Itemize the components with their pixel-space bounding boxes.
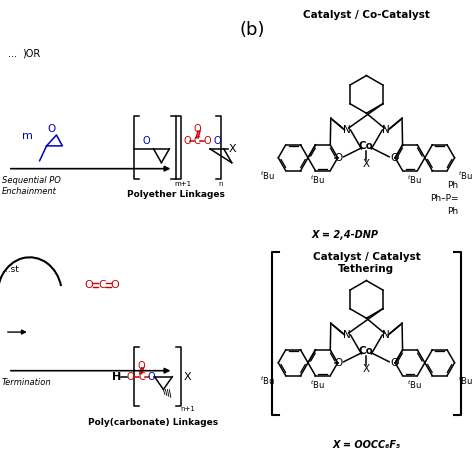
Text: O: O [110,280,119,290]
Text: X = OOCC₆F₅: X = OOCC₆F₅ [332,440,401,450]
Text: N: N [383,125,390,135]
Text: O: O [203,136,211,146]
Text: O: O [148,372,155,382]
Text: O: O [138,361,146,371]
Text: $^t$Bu: $^t$Bu [260,169,275,182]
Text: N: N [383,330,390,340]
Text: $^t$Bu: $^t$Bu [457,374,473,387]
Text: Catalyst / Catalyst: Catalyst / Catalyst [312,252,420,262]
Text: (b): (b) [240,21,265,39]
Text: m: m [22,131,33,141]
Text: Sequential PO: Sequential PO [2,176,61,185]
Text: O: O [390,153,398,163]
Text: O: O [193,124,201,134]
Text: Tethering: Tethering [338,264,394,274]
Text: $^t$Bu: $^t$Bu [408,173,422,185]
Text: )OR: )OR [22,49,40,59]
Text: X = 2,4-DNP: X = 2,4-DNP [312,230,379,240]
Text: X: X [183,372,191,382]
Text: $^t$Bu: $^t$Bu [260,374,275,387]
Text: Ph: Ph [447,207,458,216]
Text: O: O [213,136,221,146]
Text: Co: Co [359,346,374,356]
Text: m+1: m+1 [174,181,191,187]
Text: O: O [335,358,343,368]
Text: n+1: n+1 [180,406,195,412]
Text: O: O [335,153,343,163]
Text: $^t$Bu: $^t$Bu [457,169,473,182]
Text: N: N [343,125,350,135]
Text: $^t$Bu: $^t$Bu [310,173,325,185]
Text: n: n [219,181,223,187]
Text: ...st: ...st [2,265,19,274]
Text: O: O [47,124,55,134]
Text: O: O [183,136,191,146]
Text: O: O [143,136,150,146]
Text: $^t$Bu: $^t$Bu [408,378,422,391]
Text: H: H [112,372,121,382]
Text: X: X [363,159,370,169]
Text: N: N [343,330,350,340]
Text: C: C [98,280,106,290]
Text: C: C [138,372,145,382]
Text: X: X [363,364,370,374]
Text: Enchainment: Enchainment [2,187,57,196]
Text: C: C [194,136,201,146]
Text: Ph–P=: Ph–P= [430,194,458,203]
Text: Termination: Termination [2,378,52,387]
Text: X: X [229,144,237,154]
Text: Catalyst / Co-Catalyst: Catalyst / Co-Catalyst [303,10,430,20]
Text: O: O [127,372,135,382]
Text: Co: Co [359,141,374,151]
Text: Polyether Linkages: Polyether Linkages [128,191,225,200]
Text: O: O [390,358,398,368]
Text: Ph: Ph [447,181,458,190]
Text: $^t$Bu: $^t$Bu [310,378,325,391]
Text: Poly(carbonate) Linkages: Poly(carbonate) Linkages [89,418,219,427]
Text: O: O [85,280,93,290]
Text: ...: ... [8,49,17,59]
